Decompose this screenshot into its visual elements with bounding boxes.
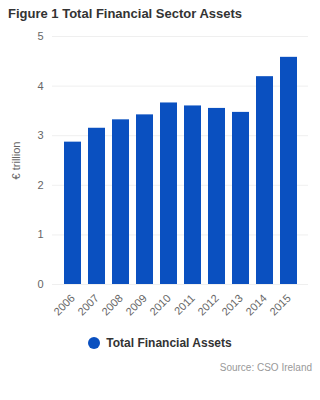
svg-text:2015: 2015: [267, 292, 293, 318]
svg-text:1: 1: [37, 228, 43, 240]
svg-text:3: 3: [37, 129, 43, 141]
svg-text:2008: 2008: [99, 292, 125, 318]
svg-text:0: 0: [37, 278, 43, 290]
html-text:Figure 1 Total Financial Secto: Figure 1 Total Financial Sector Assets: [8, 6, 243, 21]
svg-text:2010: 2010: [147, 292, 173, 318]
svg-text:2013: 2013: [219, 292, 245, 318]
svg-text:2014: 2014: [243, 292, 269, 318]
svg-text:2007: 2007: [75, 292, 101, 318]
svg-text:2: 2: [37, 179, 43, 191]
svg-text:2011: 2011: [172, 292, 197, 317]
svg-text:2006: 2006: [51, 292, 77, 318]
svg-text:2009: 2009: [123, 292, 149, 318]
html-text:Total Financial Assets: Total Financial Assets: [106, 336, 232, 350]
svg-text:4: 4: [37, 80, 43, 92]
html-text:Source: CSO Ireland: Source: CSO Ireland: [219, 362, 312, 373]
svg-text:5: 5: [37, 30, 43, 42]
svg-text:€ trillion: € trillion: [10, 142, 22, 180]
svg-text:2012: 2012: [195, 292, 221, 318]
